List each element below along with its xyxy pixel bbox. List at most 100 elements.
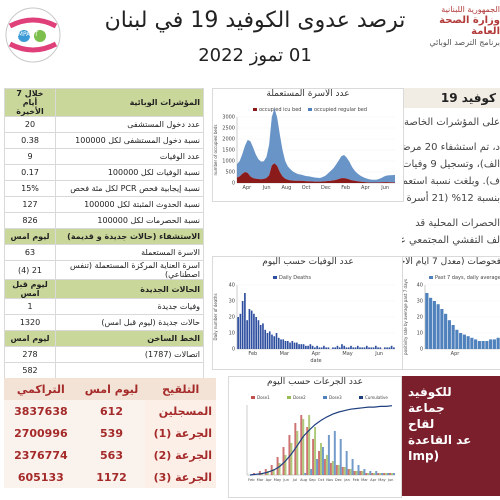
vaccination-table: التلقيح ليوم امس التراكمي المسجلين 612 3…: [4, 378, 216, 488]
bar-daily-deaths: [361, 347, 364, 349]
bar-daily-deaths: [370, 347, 373, 349]
bar-dose2: [278, 463, 281, 475]
x-tick-label: Jan: [343, 478, 350, 482]
bar-daily-deaths: [359, 347, 361, 349]
bar-dose3: [393, 473, 395, 475]
bar-daily-deaths: [309, 344, 312, 349]
y-tick-label: 0: [420, 347, 423, 353]
indicator-value: 826: [4, 212, 56, 229]
bar-daily-deaths: [253, 313, 255, 349]
bar-daily-deaths: [241, 301, 244, 349]
vaccination-name: الجرعة (2): [145, 444, 216, 466]
legend-label: Cumulative: [365, 395, 388, 400]
deaths-chart-title: عدد الوفيات حسب اليوم: [262, 257, 354, 267]
ministry-line-3: برنامج الترصد الوبائي: [429, 38, 500, 47]
bar-dose1: [312, 439, 315, 475]
bar-daily-deaths: [374, 345, 377, 349]
indicator-value: 15%: [4, 180, 56, 197]
bar-daily-deaths: [244, 293, 246, 349]
bar-daily-deaths: [266, 333, 269, 349]
hospitalization-label: الاسرة المستعملة: [55, 244, 204, 261]
bar-dose2: [355, 471, 358, 475]
y-tick-label: 3000: [222, 115, 235, 121]
ministry-line-2: وزارة الصحة العامة: [439, 15, 500, 37]
bar-positivity: [459, 333, 463, 349]
bar-daily-deaths: [300, 344, 303, 349]
bar-daily-deaths: [318, 347, 321, 349]
bar-daily-deaths: [327, 347, 330, 349]
bar-dose3: [316, 459, 319, 475]
vaccination-today: 612: [77, 400, 146, 422]
vaccination-header-total: التراكمي: [4, 378, 78, 400]
vaccination-name: الجرعة (3): [145, 466, 216, 488]
bar-daily-deaths: [268, 331, 271, 349]
x-tick-label: Feb: [248, 351, 257, 357]
bar-daily-deaths: [334, 347, 337, 349]
bar-dose1: [365, 473, 368, 475]
bar-dose2: [391, 473, 394, 475]
x-tick-label: Jun: [374, 351, 383, 357]
bar-positivity: [470, 337, 474, 349]
x-tick-label: May: [274, 478, 282, 482]
series-area-occupied-regular-bed: [237, 108, 395, 183]
bar-dose1: [323, 459, 326, 475]
legend-swatch: [359, 396, 363, 399]
summary-line: د، تم استشفاء 20 مرضى: [402, 142, 500, 153]
bar-daily-deaths: [363, 347, 366, 349]
bar-positivity: [485, 341, 489, 349]
bar-dose2: [266, 471, 269, 475]
bar-dose2: [343, 467, 346, 475]
bar-positivity: [425, 293, 429, 349]
vaccine-info-line: جماعة: [408, 401, 445, 415]
bar-dose2: [314, 427, 317, 475]
legend-label: Daily Deaths: [279, 275, 311, 281]
bar-daily-deaths: [379, 347, 382, 349]
bar-dose2: [308, 415, 311, 475]
bar-daily-deaths: [356, 345, 359, 349]
indicator-label: عدد دخول المستشفى: [55, 116, 204, 133]
logo-text: IMPACT: [16, 31, 39, 38]
bar-daily-deaths: [323, 345, 325, 349]
bar-daily-deaths: [341, 344, 343, 349]
ministry-line-1: الجمهورية اللبنانية: [441, 5, 500, 14]
indicator-value: 0.38: [4, 132, 56, 149]
vaccine-info-line: عد القاعدة: [408, 433, 472, 447]
vaccination-total: 3837638: [4, 400, 78, 422]
y-tick-label: 30: [417, 299, 423, 305]
table-row: المسجلين 612 3837638: [4, 400, 216, 422]
deaths-chart: 0 10 20 30 40 Feb Mar Apr May Jun Daily number of …: [213, 275, 395, 364]
indicators-table: المؤشرات الوبائية خلال 7 أيام الأخيرة عد…: [4, 88, 204, 395]
bar-dose3: [310, 469, 313, 475]
summary-line: الحصرات المحلية قد: [415, 218, 500, 229]
bar-positivity: [462, 334, 466, 349]
bar-daily-deaths: [275, 333, 278, 349]
impact-logo: IMPACT: [4, 6, 62, 64]
bar-dose1: [306, 427, 309, 475]
x-tick-label: Apr: [370, 478, 377, 482]
series-area-occupied-icu-bed: [237, 163, 395, 183]
bar-positivity: [466, 336, 470, 349]
bar-daily-deaths: [338, 347, 341, 349]
bar-daily-deaths: [325, 347, 327, 349]
y-tick-label: 20: [417, 315, 423, 321]
bar-daily-deaths: [320, 347, 323, 349]
bar-dose3: [304, 473, 307, 475]
bar-daily-deaths: [286, 341, 289, 349]
summary-line: على المؤشرات الخاصة: [403, 117, 500, 128]
bar-daily-deaths: [368, 347, 370, 349]
y-tick-label: 1000: [222, 159, 235, 165]
indicator-label: عدد الوفيات: [55, 148, 204, 165]
hospitalization-value: 63: [4, 244, 56, 261]
bar-dose1: [258, 471, 261, 475]
bar-daily-deaths: [246, 320, 248, 349]
bar-dose2: [331, 461, 334, 475]
y-tick-label: 1500: [222, 148, 235, 154]
bar-dose3: [333, 431, 336, 475]
x-tick-label: Mar: [257, 478, 264, 482]
bar-dose2: [296, 431, 299, 475]
legend-swatch: [308, 108, 312, 111]
bar-positivity: [481, 341, 485, 349]
indicator-label: نسبة الحصرمات لكل 100000: [55, 212, 204, 229]
bar-dose1: [377, 473, 380, 475]
legend-swatch: [253, 108, 257, 111]
